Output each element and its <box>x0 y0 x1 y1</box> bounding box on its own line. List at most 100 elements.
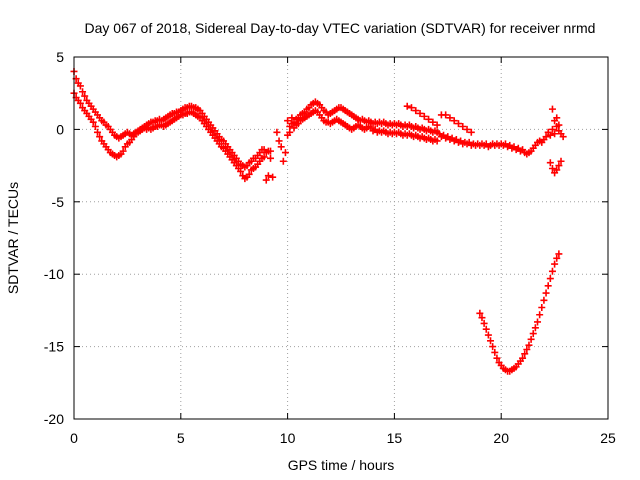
data-point-late_arc <box>529 330 537 338</box>
data-point-main <box>277 143 285 151</box>
data-point-main <box>433 121 441 129</box>
data-point-main <box>89 118 97 126</box>
data-point-main <box>284 117 292 125</box>
data-point-main <box>403 102 411 110</box>
x-tick-label: 5 <box>177 430 185 446</box>
data-point-main <box>555 162 563 170</box>
data-point-main <box>546 159 554 167</box>
grid-lines <box>74 57 608 419</box>
data-point-main <box>237 167 245 175</box>
data-point-main <box>548 125 556 133</box>
data-point-late_arc <box>480 319 488 327</box>
data-point-late_arc <box>521 350 529 358</box>
y-tick-label: -20 <box>44 411 64 427</box>
x-tick-label: 15 <box>387 430 403 446</box>
data-point-late_arc <box>491 348 499 356</box>
data-point-late_arc <box>525 341 533 349</box>
data-point-main <box>429 118 437 126</box>
data-point-late_arc <box>555 250 563 258</box>
data-point-late_arc <box>493 354 501 362</box>
x-tick-label: 25 <box>600 430 616 446</box>
data-point-late_arc <box>489 343 497 351</box>
data-point-late_arc <box>546 275 554 283</box>
data-point-main <box>267 154 275 162</box>
y-axis-label: SDTVAR / TECUs <box>5 182 21 294</box>
data-point-main <box>262 176 270 184</box>
data-points <box>70 67 567 375</box>
data-point-main <box>459 123 467 131</box>
data-point-main <box>96 133 104 141</box>
data-point-late_arc <box>553 254 561 262</box>
y-tick-label: -5 <box>52 194 65 210</box>
data-point-late_arc <box>484 331 492 339</box>
data-point-main <box>264 172 272 180</box>
data-point-late_arc <box>551 260 559 268</box>
data-point-main <box>548 105 556 113</box>
data-point-main <box>416 109 424 117</box>
data-point-main <box>559 133 567 141</box>
data-point-main <box>450 117 458 125</box>
data-point-late_arc <box>548 267 556 275</box>
x-tick-label: 10 <box>280 430 296 446</box>
x-axis-label: GPS time / hours <box>288 457 395 473</box>
data-point-main <box>76 99 84 107</box>
data-point-main <box>425 115 433 123</box>
data-point-main <box>420 112 428 120</box>
data-point-main <box>548 164 556 172</box>
data-point-main <box>446 114 454 122</box>
data-point-main <box>245 170 253 178</box>
data-point-main <box>93 128 101 136</box>
data-point-main <box>267 147 275 155</box>
data-point-late_arc <box>534 318 542 326</box>
x-tick-label: 20 <box>493 430 509 446</box>
data-point-late_arc <box>478 314 486 322</box>
data-point-late_arc <box>538 304 546 312</box>
data-point-main <box>279 157 287 165</box>
data-point-main <box>412 107 420 115</box>
data-point-main <box>260 153 268 161</box>
data-point-main <box>553 114 561 122</box>
data-point-late_arc <box>544 282 552 290</box>
data-point-late_arc <box>482 325 490 333</box>
data-point-main <box>467 128 475 136</box>
data-point-main <box>281 149 289 157</box>
data-point-main <box>557 157 565 165</box>
data-point-main <box>79 88 87 96</box>
data-point-main <box>454 120 462 128</box>
data-point-late_arc <box>519 354 527 362</box>
plot-frame <box>73 56 609 420</box>
data-point-main <box>546 131 554 139</box>
data-point-late_arc <box>523 345 531 353</box>
x-tick-label: 0 <box>70 430 78 446</box>
data-point-main <box>288 114 296 122</box>
data-point-main <box>407 104 415 112</box>
data-point-main <box>542 133 550 141</box>
data-point-main <box>91 123 99 131</box>
data-point-main <box>555 121 563 129</box>
data-point-main <box>273 128 281 136</box>
y-tick-label: 0 <box>56 121 64 137</box>
data-point-main <box>442 111 450 119</box>
data-point-late_arc <box>487 337 495 345</box>
y-tick-label: -15 <box>44 339 64 355</box>
data-point-late_arc <box>527 335 535 343</box>
data-point-late_arc <box>542 289 550 297</box>
data-point-main <box>551 130 559 138</box>
data-point-late_arc <box>540 296 548 304</box>
data-point-late_arc <box>476 309 484 317</box>
data-point-main <box>275 137 283 145</box>
data-point-late_arc <box>531 324 539 332</box>
data-point-main <box>269 173 277 181</box>
data-point-late_arc <box>536 311 544 319</box>
x-axis-ticks: 0 5 10 15 20 25 <box>70 57 616 446</box>
data-point-main <box>119 147 127 155</box>
y-axis-ticks: 5 0 -5 -10 -15 -20 <box>44 49 608 427</box>
data-point-main <box>76 82 84 90</box>
y-tick-label: -10 <box>44 266 64 282</box>
chart-title: Day 067 of 2018, Sidereal Day-to-day VTE… <box>85 20 596 36</box>
data-point-main <box>553 166 561 174</box>
data-point-main <box>81 92 89 100</box>
data-point-main <box>463 125 471 133</box>
data-point-main <box>286 128 294 136</box>
